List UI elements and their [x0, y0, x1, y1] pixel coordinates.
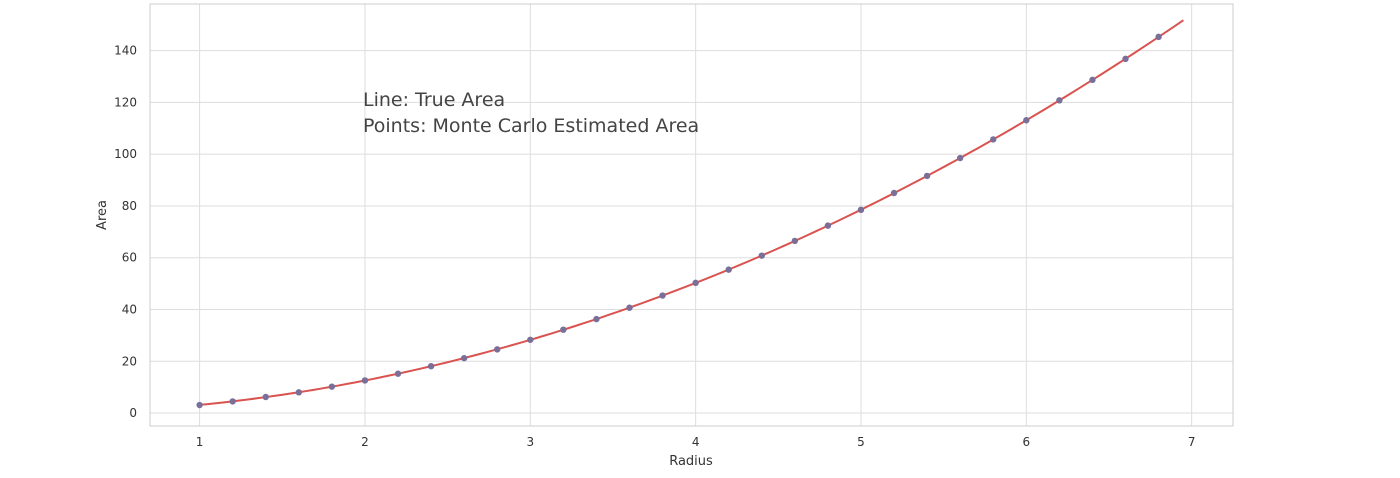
series-group — [196, 19, 1184, 409]
estimated-area-point — [890, 189, 898, 197]
estimated-area-point — [229, 398, 236, 405]
x-tick-label: 1 — [196, 435, 204, 449]
x-tick-label: 2 — [361, 435, 369, 449]
y-axis-label: Area — [95, 200, 110, 230]
estimated-area-point — [494, 346, 501, 353]
estimated-area-point — [1122, 55, 1129, 63]
y-tick-label: 80 — [122, 199, 137, 213]
plot-frame — [149, 3, 1234, 427]
estimated-area-point — [956, 154, 964, 162]
estimated-area-point — [923, 172, 931, 180]
estimated-area-point — [460, 354, 468, 362]
y-tick-label: 60 — [122, 251, 137, 265]
estimated-area-point — [725, 266, 732, 273]
y-tick-label: 20 — [122, 354, 137, 368]
x-tick-label: 6 — [1023, 435, 1031, 449]
x-tick-label: 7 — [1188, 435, 1196, 449]
true-area-line — [199, 19, 1184, 406]
x-tick-label: 3 — [526, 435, 534, 449]
estimated-area-point — [1056, 97, 1063, 104]
y-tick-label: 40 — [122, 302, 137, 316]
estimated-area-point — [791, 237, 799, 245]
estimated-area-point — [394, 370, 402, 377]
estimated-area-point — [527, 336, 534, 343]
estimated-area-point — [626, 304, 633, 311]
estimated-area-point — [593, 315, 600, 323]
x-tick-label: 5 — [857, 435, 865, 449]
estimated-area-point — [328, 383, 336, 390]
annotation-line-1: Line: True Area — [363, 89, 505, 111]
y-tick-label: 140 — [114, 44, 137, 58]
estimated-area-point — [262, 393, 269, 401]
x-axis-label: Radius — [669, 454, 713, 469]
estimated-area-point — [990, 136, 997, 143]
y-tick-label: 0 — [129, 406, 137, 420]
estimated-area-point — [692, 279, 699, 287]
estimated-area-point — [427, 362, 435, 370]
estimated-area-point — [1023, 117, 1030, 124]
estimated-area-point — [758, 252, 765, 259]
estimated-area-point — [361, 377, 369, 384]
tick-labels: 1 2 3 4 5 6 7 0 20 40 60 80 100 120 140 — [114, 44, 1195, 449]
y-tick-label: 120 — [114, 95, 137, 109]
estimated-area-point — [659, 292, 666, 299]
estimated-area-point — [196, 401, 203, 409]
estimated-area-point — [824, 222, 832, 229]
estimated-area-point — [857, 206, 865, 214]
grid-lines — [150, 4, 1233, 426]
x-tick-label: 4 — [692, 435, 700, 449]
estimated-area-point — [1155, 33, 1162, 41]
y-tick-label: 100 — [114, 147, 137, 161]
estimated-area-point — [1089, 76, 1096, 84]
annotation-line-2: Points: Monte Carlo Estimated Area — [363, 115, 699, 137]
estimated-area-point — [295, 389, 303, 396]
estimated-area-point — [560, 326, 567, 333]
